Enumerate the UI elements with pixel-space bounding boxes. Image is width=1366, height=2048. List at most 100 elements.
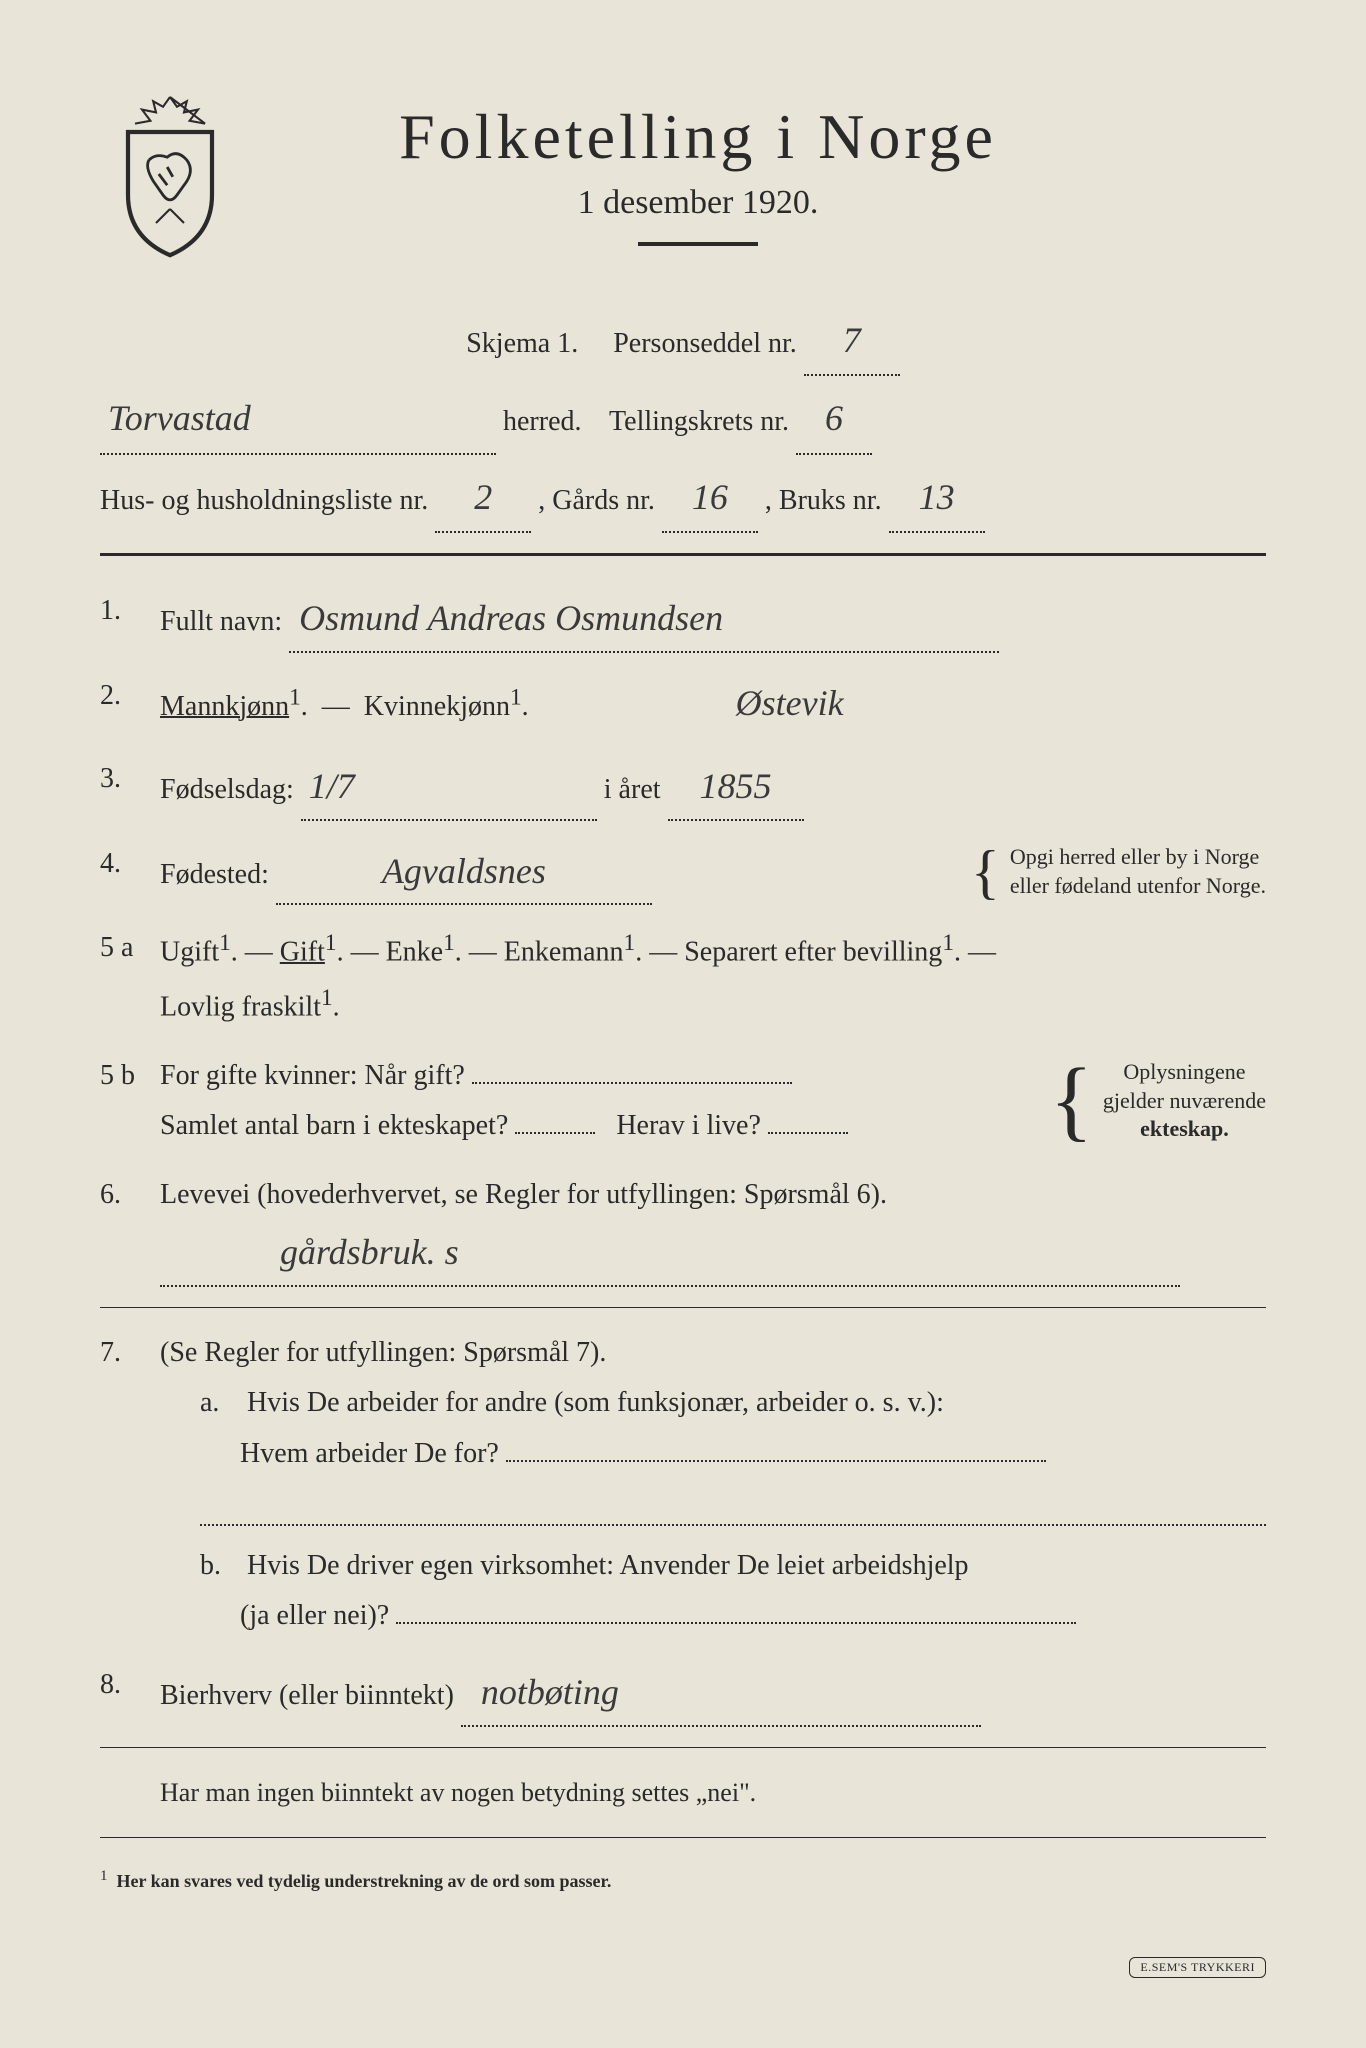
q6-body: Levevei (hovederhvervet, se Regler for u…: [160, 1170, 1266, 1287]
bruks-label: , Bruks nr.: [765, 485, 882, 516]
q5b-field3: [768, 1132, 848, 1134]
q5b-note1: Oplysningene: [1123, 1059, 1245, 1084]
q3-body: Fødselsdag: 1/7 i året 1855: [160, 754, 1266, 821]
q7a: a. Hvis De arbeider for andre (som funks…: [200, 1378, 1266, 1479]
personseddel-label: Personseddel nr.: [613, 328, 797, 359]
q3-num: 3.: [100, 754, 160, 821]
census-form-page: Folketelling i Norge 1 desember 1920. Sk…: [0, 0, 1366, 2048]
q4-num: 4.: [100, 839, 160, 906]
q5a-ugift: Ugift: [160, 937, 219, 968]
q4-label: Fødested:: [160, 859, 269, 890]
q5a-body: Ugift1. — Gift1. — Enke1. — Enkemann1. —…: [160, 923, 1266, 1032]
q5b-label2: Samlet antal barn i ekteskapet?: [160, 1110, 508, 1141]
q5b-note: Oplysningene gjelder nuværende ekteskap.: [1103, 1058, 1266, 1144]
q1-value: Osmund Andreas Osmundsen: [289, 586, 999, 653]
q8-body: Bierhverv (eller biinntekt) notbøting: [160, 1660, 1266, 1727]
q5a-enkemann: Enkemann: [504, 937, 624, 968]
q2-mann: Mannkjønn: [160, 691, 289, 722]
q3-year: 1855: [668, 754, 804, 821]
footnote-num: 1: [100, 1868, 108, 1884]
skjema-line: Skjema 1. Personseddel nr. 7: [100, 306, 1266, 376]
q7b-letter: b.: [200, 1541, 240, 1591]
crest-svg: [100, 90, 240, 258]
q4-value: Agvaldsnes: [276, 839, 652, 906]
q6-label: Levevei (hovederhvervet, se Regler for u…: [160, 1179, 887, 1210]
q8-value: notbøting: [461, 1660, 981, 1727]
q4-body: Fødested: Agvaldsnes { Opgi herred eller…: [160, 839, 1266, 906]
q7a-label: Hvis De arbeider for andre (som funksjon…: [247, 1387, 944, 1418]
q7b-field: [396, 1622, 1076, 1624]
q5b-body: For gifte kvinner: Når gift? Samlet anta…: [160, 1051, 1266, 1152]
q1-value2: Østevik: [736, 671, 844, 736]
q8-label: Bierhverv (eller biinntekt): [160, 1680, 454, 1711]
title-divider: [638, 242, 758, 246]
q7-label: (Se Regler for utfyllingen: Spørsmål 7).: [160, 1337, 606, 1368]
q7-body: (Se Regler for utfyllingen: Spørsmål 7).…: [160, 1328, 1266, 1642]
header: Folketelling i Norge 1 desember 1920.: [100, 80, 1266, 276]
q2-sup1: 1: [289, 685, 301, 711]
footnote: 1 Her kan svares ved tydelig understrekn…: [100, 1868, 1266, 1892]
footnote-text: Her kan svares ved tydelig understreknin…: [117, 1871, 612, 1891]
q7b: b. Hvis De driver egen virksomhet: Anven…: [200, 1541, 1266, 1642]
subtitle: 1 desember 1920.: [270, 184, 1126, 222]
q2-num: 2.: [100, 671, 160, 736]
q1-body: Fullt navn: Osmund Andreas Osmundsen: [160, 586, 1266, 653]
gards-label: , Gårds nr.: [538, 485, 655, 516]
hushold-label: Hus- og husholdningsliste nr.: [100, 485, 428, 516]
q5a-num: 5 a: [100, 923, 160, 1032]
q7-num: 7.: [100, 1328, 160, 1642]
personseddel-nr: 7: [804, 306, 900, 376]
q6-value: gårdsbruk. s: [160, 1220, 1180, 1287]
divider-footnote: [100, 1837, 1266, 1838]
q8: 8. Bierhverv (eller biinntekt) notbøting: [100, 1660, 1266, 1727]
divider-mid: [100, 1307, 1266, 1308]
q5b-note3: ekteskap.: [1140, 1116, 1229, 1141]
q7a-field: [506, 1460, 1046, 1462]
hushold-nr: 2: [435, 463, 531, 533]
herred-label: herred.: [503, 406, 582, 437]
q5a-separert: Separert efter bevilling: [684, 937, 942, 968]
q2-kvinne: Kvinnekjønn: [364, 691, 510, 722]
q1-num: 1.: [100, 586, 160, 653]
printer-stamp: E.SEM'S TRYKKERI: [1129, 1957, 1266, 1978]
q5b-label3: Herav i live?: [616, 1110, 761, 1141]
q4-note: Opgi herred eller by i Norge eller fødel…: [1010, 843, 1266, 900]
main-title: Folketelling i Norge: [270, 100, 1126, 174]
q2: 2. Mannkjønn1. — Kvinnekjønn1. Østevik: [100, 671, 1266, 736]
q6-num: 6.: [100, 1170, 160, 1287]
q4-note1: Opgi herred eller by i Norge: [1010, 844, 1259, 869]
q2-body: Mannkjønn1. — Kvinnekjønn1. Østevik: [160, 671, 1266, 736]
q5b-num: 5 b: [100, 1051, 160, 1152]
q7a-letter: a.: [200, 1378, 240, 1428]
herred-line: Torvastad herred. Tellingskrets nr. 6: [100, 384, 1266, 454]
q3-year-label: i året: [604, 774, 661, 805]
q3-day: 1/7: [301, 754, 597, 821]
footer-note: Har man ingen biinntekt av nogen betydni…: [160, 1768, 1266, 1817]
q7b-q: (ja eller nei)?: [240, 1600, 389, 1631]
q5a: 5 a Ugift1. — Gift1. — Enke1. — Enkemann…: [100, 923, 1266, 1032]
q3: 3. Fødselsdag: 1/7 i året 1855: [100, 754, 1266, 821]
q5b-note2: gjelder nuværende: [1103, 1088, 1266, 1113]
q7a-q: Hvem arbeider De for?: [240, 1438, 499, 1469]
q2-sup2: 1: [510, 685, 522, 711]
q5b-field1: [472, 1082, 792, 1084]
q8-num: 8.: [100, 1660, 160, 1727]
q5a-enke: Enke: [386, 937, 444, 968]
coat-of-arms-icon: [100, 90, 240, 260]
title-block: Folketelling i Norge 1 desember 1920.: [270, 80, 1266, 276]
q5a-fraskilt: Lovlig fraskilt: [160, 991, 321, 1022]
q4: 4. Fødested: Agvaldsnes { Opgi herred el…: [100, 839, 1266, 906]
q3-label: Fødselsdag:: [160, 774, 294, 805]
divider-bottom: [100, 1747, 1266, 1748]
q7b-label: Hvis De driver egen virksomhet: Anvender…: [247, 1550, 969, 1581]
q4-note2: eller fødeland utenfor Norge.: [1010, 873, 1266, 898]
brace-icon: {: [1050, 1065, 1093, 1137]
q1: 1. Fullt navn: Osmund Andreas Osmundsen: [100, 586, 1266, 653]
gards-nr: 16: [662, 463, 758, 533]
bruks-nr: 13: [889, 463, 985, 533]
q5b-field2: [515, 1132, 595, 1134]
skjema-label: Skjema 1.: [466, 328, 578, 359]
q6: 6. Levevei (hovederhvervet, se Regler fo…: [100, 1170, 1266, 1287]
q5b: 5 b For gifte kvinner: Når gift? Samlet …: [100, 1051, 1266, 1152]
q5b-label1: For gifte kvinner: Når gift?: [160, 1060, 465, 1091]
